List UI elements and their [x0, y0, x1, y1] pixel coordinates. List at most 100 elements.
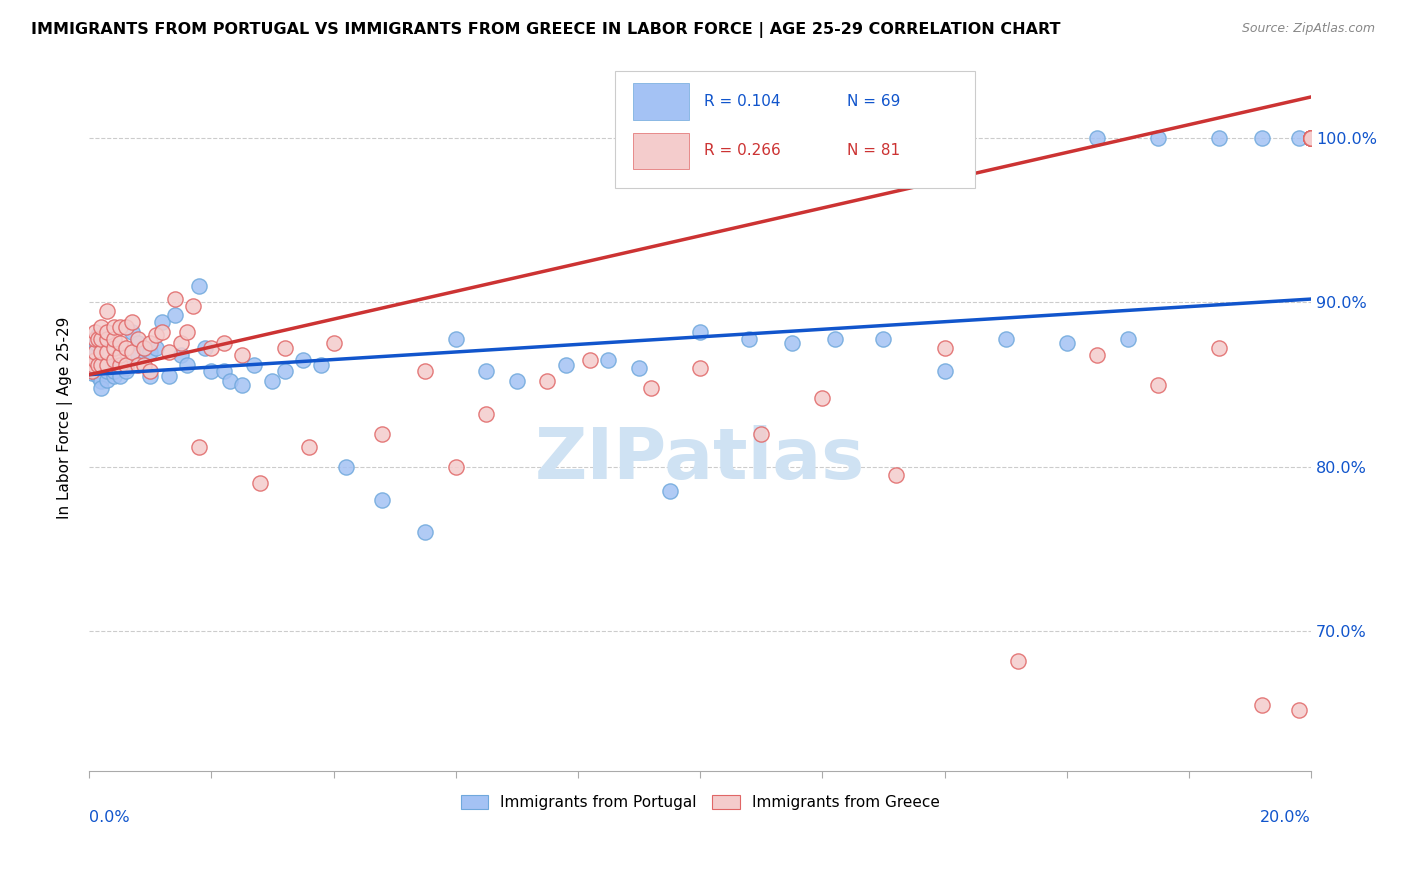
Point: [188, 279, 211, 293]
Point: [121, 344, 143, 359]
Point: [444, 331, 467, 345]
Point: [598, 352, 620, 367]
Point: [87, 331, 110, 345]
Point: [86, 336, 108, 351]
Point: [121, 315, 143, 329]
Point: [200, 364, 222, 378]
Point: [103, 352, 125, 367]
Point: [658, 484, 681, 499]
Point: [163, 309, 186, 323]
Text: 0.0%: 0.0%: [89, 810, 129, 824]
FancyBboxPatch shape: [614, 71, 974, 187]
Point: [96, 344, 118, 359]
Point: [1085, 348, 1108, 362]
Point: [96, 325, 118, 339]
Point: [96, 331, 118, 345]
Point: [262, 374, 284, 388]
Point: [127, 348, 149, 362]
Point: [90, 374, 112, 388]
Point: [127, 336, 149, 351]
Point: [87, 358, 110, 372]
Point: [1299, 131, 1322, 145]
Text: ZIPatlas: ZIPatlas: [536, 425, 865, 494]
Point: [934, 342, 956, 356]
Point: [114, 361, 136, 376]
Point: [127, 358, 149, 372]
Point: [413, 525, 436, 540]
Point: [134, 342, 156, 356]
Point: [157, 344, 180, 359]
Text: N = 69: N = 69: [846, 94, 900, 109]
Point: [291, 352, 314, 367]
Point: [884, 467, 907, 482]
Point: [689, 325, 711, 339]
Point: [152, 315, 174, 329]
Point: [194, 342, 217, 356]
Point: [163, 292, 186, 306]
Point: [90, 320, 112, 334]
Point: [298, 440, 321, 454]
Point: [139, 369, 162, 384]
Point: [1147, 377, 1170, 392]
Point: [1007, 654, 1029, 668]
Point: [1299, 131, 1322, 145]
Point: [84, 352, 107, 367]
Point: [90, 381, 112, 395]
Point: [108, 348, 131, 362]
Point: [108, 336, 131, 351]
Point: [145, 342, 167, 356]
Point: [145, 328, 167, 343]
Point: [103, 342, 125, 356]
Point: [108, 320, 131, 334]
Point: [1299, 131, 1322, 145]
Point: [87, 369, 110, 384]
Point: [536, 374, 558, 388]
Point: [82, 366, 104, 380]
Point: [311, 358, 333, 372]
Point: [780, 336, 803, 351]
Legend: Immigrants from Portugal, Immigrants from Greece: Immigrants from Portugal, Immigrants fro…: [454, 789, 946, 816]
Point: [231, 377, 253, 392]
Point: [1299, 131, 1322, 145]
Point: [176, 358, 198, 372]
Point: [322, 336, 344, 351]
Point: [231, 348, 253, 362]
Point: [176, 325, 198, 339]
Point: [83, 361, 105, 376]
Point: [1299, 131, 1322, 145]
Text: IMMIGRANTS FROM PORTUGAL VS IMMIGRANTS FROM GREECE IN LABOR FORCE | AGE 25-29 CO: IMMIGRANTS FROM PORTUGAL VS IMMIGRANTS F…: [31, 22, 1060, 38]
Point: [212, 336, 235, 351]
Point: [1251, 131, 1274, 145]
Point: [872, 331, 894, 345]
Text: R = 0.266: R = 0.266: [704, 144, 780, 159]
Point: [1299, 131, 1322, 145]
Point: [108, 358, 131, 372]
Point: [475, 364, 498, 378]
Point: [824, 331, 846, 345]
Point: [157, 369, 180, 384]
Point: [114, 320, 136, 334]
Point: [134, 342, 156, 356]
Point: [170, 348, 193, 362]
Point: [84, 344, 107, 359]
Point: [212, 364, 235, 378]
Point: [249, 476, 271, 491]
Point: [96, 358, 118, 372]
Point: [114, 364, 136, 378]
Point: [84, 331, 107, 345]
Point: [1299, 131, 1322, 145]
Point: [96, 303, 118, 318]
Y-axis label: In Labor Force | Age 25-29: In Labor Force | Age 25-29: [58, 316, 73, 518]
FancyBboxPatch shape: [633, 133, 689, 169]
Point: [1208, 342, 1230, 356]
Point: [1147, 131, 1170, 145]
Point: [1299, 131, 1322, 145]
Point: [1251, 698, 1274, 712]
Point: [103, 369, 125, 384]
Point: [114, 358, 136, 372]
Point: [218, 374, 240, 388]
Point: [82, 358, 104, 372]
Point: [554, 358, 576, 372]
Point: [1056, 336, 1078, 351]
Text: N = 81: N = 81: [846, 144, 900, 159]
